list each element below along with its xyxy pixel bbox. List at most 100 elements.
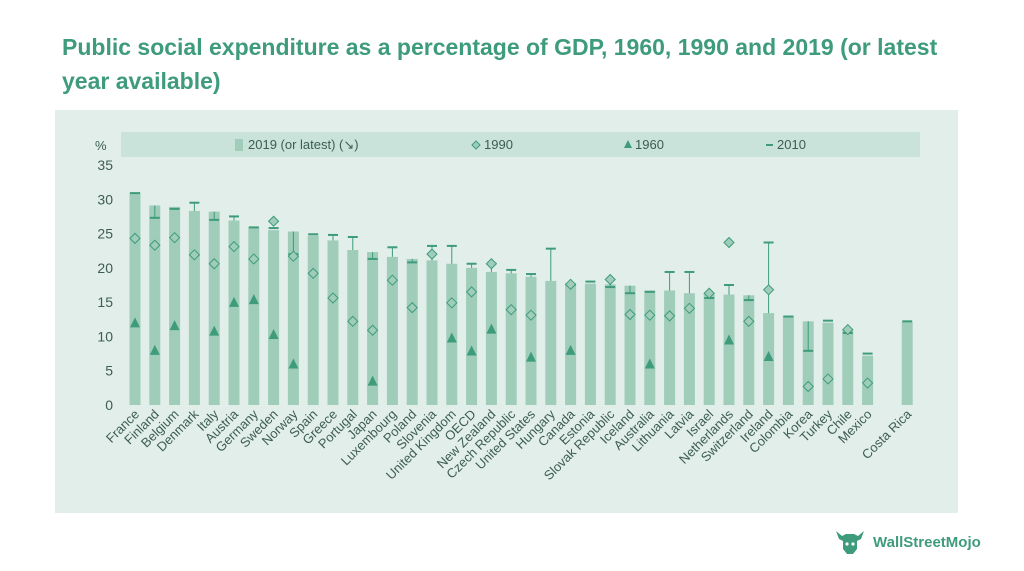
legend-swatch-1960 xyxy=(624,140,632,148)
bar xyxy=(644,290,656,405)
bar xyxy=(466,267,478,405)
marker-1990 xyxy=(327,292,339,304)
y-tick-label: 20 xyxy=(97,260,113,276)
bar xyxy=(901,322,913,405)
legend-band xyxy=(121,132,920,157)
bars-2019 xyxy=(129,192,913,405)
bar xyxy=(782,315,794,405)
marker-1990 xyxy=(485,258,498,270)
marker-1990 xyxy=(842,323,854,336)
bar xyxy=(327,240,339,405)
legend-swatch-1990 xyxy=(471,140,481,150)
legend-label-2019: 2019 (or latest) (↘) xyxy=(248,137,359,152)
marker-1990 xyxy=(347,315,359,328)
chart-title: Public social expenditure as a percentag… xyxy=(62,34,938,94)
marker-1990 xyxy=(129,232,141,245)
bar xyxy=(842,330,854,405)
x-axis-labels: FranceFinlandBelgiumDenmarkItalyAustriaG… xyxy=(103,406,915,483)
brand-name: WallStreetMojo xyxy=(873,533,981,551)
marker-1960 xyxy=(268,329,279,340)
marker-1990 xyxy=(366,324,379,336)
marker-1990 xyxy=(307,267,319,280)
bull-logo-icon xyxy=(836,531,864,554)
bar xyxy=(149,205,161,405)
marker-1990 xyxy=(287,250,300,262)
bar xyxy=(188,210,200,405)
bar xyxy=(228,220,240,405)
bar xyxy=(426,260,438,405)
bar xyxy=(268,230,280,405)
legend-label-1960: 1960 xyxy=(635,137,664,152)
marker-1960 xyxy=(526,351,536,362)
bar xyxy=(604,284,616,405)
marker-1990 xyxy=(683,302,696,315)
marker-1990 xyxy=(208,258,220,270)
marker-1990 xyxy=(248,253,260,265)
marker-1990 xyxy=(644,309,656,321)
marker-1990 xyxy=(267,215,280,227)
bar xyxy=(208,211,220,405)
bar xyxy=(703,293,715,405)
marker-1990 xyxy=(386,274,399,286)
y-tick-label: 30 xyxy=(97,191,113,207)
y-axis: 0 5 10 15 20 25 30 35 xyxy=(97,157,113,413)
y-tick-label: 10 xyxy=(97,328,113,344)
marker-1990 xyxy=(525,309,537,321)
y-tick-label: 15 xyxy=(97,294,113,310)
marker-1990 xyxy=(822,373,834,385)
marker-1990 xyxy=(446,297,458,309)
bar xyxy=(525,276,537,405)
marker-1990 xyxy=(624,308,636,321)
marker-1960 xyxy=(169,320,180,331)
marker-1990 xyxy=(149,239,161,251)
legend-swatch-2019 xyxy=(235,139,243,151)
bar xyxy=(485,271,497,405)
marker-1990 xyxy=(426,248,438,260)
marker-1990 xyxy=(663,310,676,322)
bar xyxy=(822,322,834,405)
marker-1990 xyxy=(465,286,478,298)
marker-1990 xyxy=(861,377,874,389)
bar xyxy=(505,273,517,405)
bar xyxy=(683,293,695,405)
marker-1960 xyxy=(565,344,576,355)
marker-1990 xyxy=(703,287,715,299)
legend-label-2010: 2010 xyxy=(777,137,806,152)
bar xyxy=(802,321,814,405)
bar xyxy=(584,283,596,405)
marker-1960 xyxy=(248,294,259,305)
marker-1990 xyxy=(604,273,616,286)
marker-1990 xyxy=(168,231,181,244)
bar xyxy=(624,285,636,405)
markers-1990 xyxy=(129,215,874,393)
marker-1990 xyxy=(743,315,755,328)
marker-1990 xyxy=(802,380,814,393)
marker-1960 xyxy=(763,351,774,361)
marker-1960 xyxy=(209,325,220,336)
markers-2010 xyxy=(130,192,913,355)
marker-1960 xyxy=(367,375,378,386)
y-tick-label: 5 xyxy=(105,363,113,379)
marker-1960 xyxy=(644,358,655,369)
marker-1960 xyxy=(288,358,299,369)
marker-1960 xyxy=(149,344,160,355)
y-axis-unit-label: % xyxy=(95,138,107,153)
y-tick-label: 35 xyxy=(97,157,113,173)
marker-1990 xyxy=(564,278,577,291)
bar xyxy=(723,294,735,405)
bar xyxy=(307,235,319,405)
marker-1960 xyxy=(486,323,497,334)
chart-svg: 2019 (or latest) (↘) 1990 1960 2010 % 05… xyxy=(95,132,920,483)
marker-1960 xyxy=(229,296,239,307)
bar xyxy=(386,256,398,405)
marker-1990 xyxy=(505,303,517,316)
marker-1990 xyxy=(188,249,201,261)
bar xyxy=(169,206,181,405)
marker-1960 xyxy=(130,317,140,328)
y-tick-label: 0 xyxy=(105,397,113,413)
marker-1960 xyxy=(724,334,734,345)
legend: 2019 (or latest) (↘) 1990 1960 2010 xyxy=(235,137,806,152)
legend-label-1990: 1990 xyxy=(484,137,513,152)
bar xyxy=(406,258,418,405)
